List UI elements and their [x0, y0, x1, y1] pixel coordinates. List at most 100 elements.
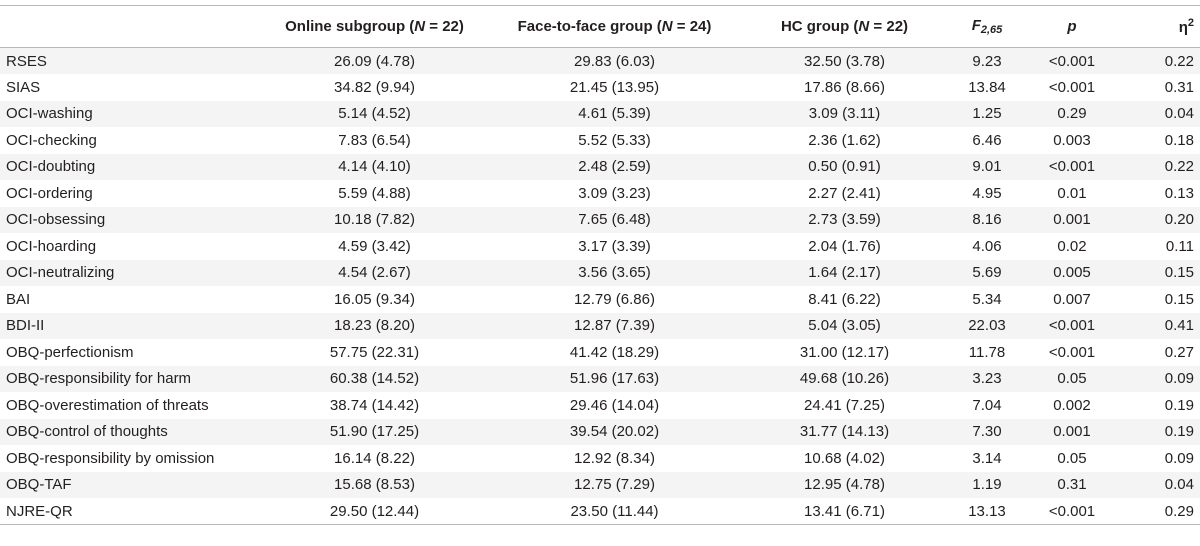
f-stat-cell: 6.46 [972, 131, 1002, 149]
face-to-face-cell: 4.61 (5.39) [487, 100, 742, 127]
online-cell: 15.68 (8.53) [262, 471, 487, 498]
eta-squared-cell: 0.41 [1117, 312, 1200, 339]
f-stat-cell: 3.14 [972, 449, 1002, 467]
online-cell: 38.74 (14.42) [329, 396, 420, 414]
p-value-cell: <0.001 [1027, 47, 1117, 74]
table-row: OCI-hoarding 4.59 (3.42) 3.17 (3.39) 2.04 (… [0, 233, 1200, 260]
online-cell: 10.18 (7.82) [262, 206, 487, 233]
hc-cell: 8.41 (6.22) [808, 290, 881, 308]
eta-squared-cell: 0.11 [1165, 237, 1194, 255]
face-to-face-cell: 12.87 (7.39) [487, 312, 742, 339]
online-cell: 29.50 (12.44) [262, 498, 487, 525]
measure-cell: NJRE-QR [0, 498, 262, 525]
eta-squared-cell: 0.19 [1164, 396, 1194, 414]
f-stat-cell: 13.84 [968, 78, 1006, 96]
hc-cell: 2.36 (1.62) [808, 131, 881, 149]
p-value-cell: <0.001 [1048, 78, 1096, 96]
measure-cell: OCI-doubting [0, 153, 262, 180]
table-row: OCI-neutralizing 4.54 (2.67) 3.56 (3.65) 1.… [0, 259, 1200, 286]
eta-squared-cell: 0.13 [1164, 184, 1194, 202]
face-to-face-cell: 3.56 (3.65) [487, 259, 742, 286]
hc-cell: 31.77 (14.13) [742, 418, 947, 445]
eta-squared-cell: 0.04 [1117, 100, 1200, 127]
header-hc: HC group (N = 22) [742, 5, 947, 48]
eta-squared-cell: 0.15 [1164, 290, 1194, 308]
face-to-face-cell: 5.52 (5.33) [578, 131, 651, 149]
p-value-cell: <0.001 [1027, 498, 1117, 525]
table-row: RSES 26.09 (4.78) 29.83 (6.03) 32.50 (3.78)… [0, 47, 1200, 74]
p-value-cell: 0.29 [1027, 100, 1117, 127]
p-value-cell: <0.001 [1027, 312, 1117, 339]
table-row: OCI-washing 5.14 (4.52) 4.61 (5.39) 3.09 (3… [0, 100, 1200, 127]
online-cell: 57.75 (22.31) [329, 343, 420, 361]
eta-squared-cell: 0.29 [1117, 498, 1200, 525]
f-stat-cell: 5.69 [947, 259, 1027, 286]
p-value-cell: 0.05 [1057, 449, 1087, 467]
p-value-cell: 0.001 [1027, 206, 1117, 233]
online-cell: 34.82 (9.94) [334, 78, 415, 96]
hc-cell: 1.64 (2.17) [742, 259, 947, 286]
p-value-cell: 0.007 [1053, 290, 1091, 308]
f-stat-cell: 9.01 [947, 153, 1027, 180]
eta-squared-cell: 0.31 [1164, 78, 1194, 96]
eta-squared-cell: 0.04 [1117, 471, 1200, 498]
p-value-cell: 0.002 [1053, 396, 1091, 414]
header-measure [0, 5, 262, 48]
table-row: OCI-ordering 5.59 (4.88) 3.09 (3.23) 2.27 (… [0, 180, 1200, 207]
table-row: OBQ-responsibility by omission 16.14 (8.2… [0, 445, 1200, 472]
f-stat-cell: 1.19 [947, 471, 1027, 498]
eta-squared-cell: 0.09 [1164, 449, 1194, 467]
online-cell: 26.09 (4.78) [262, 47, 487, 74]
hc-cell: 0.50 (0.91) [742, 153, 947, 180]
table-body: RSES 26.09 (4.78) 29.83 (6.03) 32.50 (3.78)… [0, 47, 1200, 525]
face-to-face-cell: 51.96 (17.63) [487, 365, 742, 392]
measure-cell: OCI-hoarding [6, 237, 97, 255]
table-row: OBQ-responsibility for harm 60.38 (14.52)… [0, 365, 1200, 392]
face-to-face-cell: 29.83 (6.03) [487, 47, 742, 74]
online-cell: 16.14 (8.22) [334, 449, 415, 467]
header-eta-squared: η2 [1117, 5, 1200, 48]
header-face-to-face: Face-to-face group (N = 24) [487, 5, 742, 48]
online-cell: 7.83 (6.54) [338, 131, 411, 149]
measure-cell: OBQ-responsibility by omission [6, 449, 215, 467]
f-stat-cell: 22.03 [947, 312, 1027, 339]
p-value-cell: <0.001 [1048, 343, 1096, 361]
online-cell: 4.54 (2.67) [262, 259, 487, 286]
face-to-face-cell: 39.54 (20.02) [487, 418, 742, 445]
eta-squared-cell: 0.27 [1164, 343, 1194, 361]
measure-cell: OCI-ordering [6, 184, 93, 202]
table-row: OCI-obsessing 10.18 (7.82) 7.65 (6.48) 2.73… [0, 206, 1200, 233]
hc-cell: 10.68 (4.02) [804, 449, 885, 467]
hc-cell: 49.68 (10.26) [742, 365, 947, 392]
table-row: BAI 16.05 (9.34) 12.79 (6.86) 8.41 (6.22) 5.… [0, 286, 1200, 313]
results-table: Online subgroup (N = 22) Face-to-face gr… [0, 5, 1200, 525]
hc-cell: 32.50 (3.78) [742, 47, 947, 74]
table-row: BDI-II 18.23 (8.20) 12.87 (7.39) 5.04 (3.05… [0, 312, 1200, 339]
eta-squared-cell: 0.09 [1117, 365, 1200, 392]
face-to-face-cell: 3.09 (3.23) [578, 184, 651, 202]
eta-squared-cell: 0.20 [1117, 206, 1200, 233]
online-cell: 18.23 (8.20) [262, 312, 487, 339]
table-row: OBQ-perfectionism 57.75 (22.31) 41.42 (18.… [0, 339, 1200, 366]
header-f-stat: F2,65 [947, 5, 1027, 48]
measure-cell: OBQ-perfectionism [6, 343, 134, 361]
header-p-value: p [1027, 5, 1117, 48]
table-row: OBQ-TAF 15.68 (8.53) 12.75 (7.29) 12.95 (4.… [0, 471, 1200, 498]
f-stat-cell: 13.13 [947, 498, 1027, 525]
hc-cell: 2.04 (1.76) [808, 237, 881, 255]
face-to-face-cell: 2.48 (2.59) [487, 153, 742, 180]
measure-cell: OCI-checking [6, 131, 97, 149]
f-stat-cell: 4.06 [972, 237, 1002, 255]
p-value-cell: 0.005 [1027, 259, 1117, 286]
measure-cell: OBQ-responsibility for harm [0, 365, 262, 392]
measure-cell: BAI [6, 290, 31, 308]
measure-cell: OBQ-control of thoughts [0, 418, 262, 445]
measure-cell: OCI-washing [0, 100, 262, 127]
online-cell: 4.14 (4.10) [262, 153, 487, 180]
eta-squared-cell: 0.15 [1117, 259, 1200, 286]
f-stat-cell: 3.23 [947, 365, 1027, 392]
online-cell: 16.05 (9.34) [334, 290, 415, 308]
hc-cell: 13.41 (6.71) [742, 498, 947, 525]
hc-cell: 2.73 (3.59) [742, 206, 947, 233]
